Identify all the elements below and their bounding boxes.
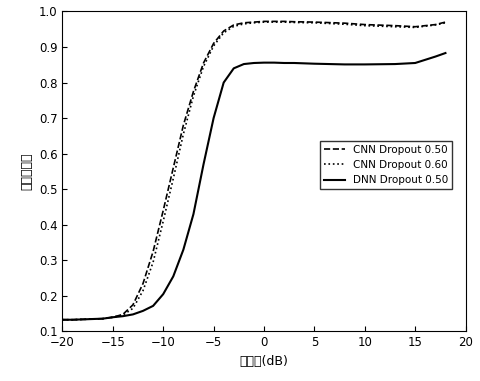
CNN Dropout 0.50 (130, 303, 136, 307)
CNN Dropout 0.60 (251, 21, 257, 25)
DNN Dropout 0.50 (180, 247, 186, 252)
CNN Dropout 0.50 (120, 312, 126, 317)
CNN Dropout 0.50 (100, 316, 106, 321)
CNN Dropout 0.50 (271, 19, 277, 24)
CNN Dropout 0.50 (180, 123, 186, 128)
DNN Dropout 0.50 (291, 61, 297, 65)
Line: DNN Dropout 0.50: DNN Dropout 0.50 (62, 53, 445, 320)
DNN Dropout 0.50 (170, 274, 176, 279)
DNN Dropout 0.50 (70, 317, 75, 322)
CNN Dropout 0.50 (281, 19, 287, 24)
DNN Dropout 0.50 (130, 312, 136, 317)
CNN Dropout 0.60 (140, 288, 146, 293)
DNN Dropout 0.50 (432, 54, 438, 59)
DNN Dropout 0.50 (211, 116, 216, 120)
CNN Dropout 0.60 (60, 317, 65, 322)
CNN Dropout 0.50 (70, 317, 75, 322)
CNN Dropout 0.60 (201, 64, 206, 69)
DNN Dropout 0.50 (160, 292, 166, 296)
CNN Dropout 0.50 (261, 19, 267, 24)
CNN Dropout 0.60 (90, 317, 96, 321)
CNN Dropout 0.50 (251, 20, 257, 24)
DNN Dropout 0.50 (251, 61, 257, 65)
CNN Dropout 0.60 (412, 25, 418, 30)
CNN Dropout 0.50 (291, 19, 297, 24)
DNN Dropout 0.50 (80, 317, 85, 322)
DNN Dropout 0.50 (362, 62, 368, 67)
DNN Dropout 0.50 (281, 61, 287, 65)
DNN Dropout 0.50 (191, 212, 196, 216)
CNN Dropout 0.50 (191, 89, 196, 94)
CNN Dropout 0.60 (291, 20, 297, 25)
CNN Dropout 0.60 (261, 20, 267, 24)
CNN Dropout 0.60 (221, 30, 227, 35)
Y-axis label: 检测准确率: 检测准确率 (20, 153, 33, 190)
CNN Dropout 0.60 (443, 21, 448, 25)
CNN Dropout 0.60 (191, 94, 196, 98)
CNN Dropout 0.50 (110, 315, 116, 320)
CNN Dropout 0.50 (432, 22, 438, 27)
CNN Dropout 0.50 (211, 41, 216, 46)
CNN Dropout 0.60 (160, 219, 166, 224)
Legend: CNN Dropout 0.50, CNN Dropout 0.60, DNN Dropout 0.50: CNN Dropout 0.50, CNN Dropout 0.60, DNN … (320, 141, 452, 189)
CNN Dropout 0.60 (432, 22, 438, 27)
CNN Dropout 0.60 (80, 317, 85, 322)
DNN Dropout 0.50 (60, 317, 65, 322)
Line: CNN Dropout 0.50: CNN Dropout 0.50 (62, 21, 445, 320)
DNN Dropout 0.50 (312, 61, 317, 66)
CNN Dropout 0.60 (231, 24, 237, 29)
CNN Dropout 0.60 (180, 132, 186, 136)
CNN Dropout 0.50 (221, 29, 227, 33)
CNN Dropout 0.50 (241, 21, 247, 25)
DNN Dropout 0.50 (140, 309, 146, 313)
DNN Dropout 0.50 (110, 315, 116, 320)
CNN Dropout 0.50 (412, 24, 418, 29)
CNN Dropout 0.60 (342, 22, 348, 27)
CNN Dropout 0.50 (362, 22, 368, 27)
CNN Dropout 0.60 (281, 20, 287, 24)
CNN Dropout 0.60 (170, 176, 176, 181)
DNN Dropout 0.50 (342, 62, 348, 67)
CNN Dropout 0.60 (120, 313, 126, 317)
DNN Dropout 0.50 (120, 314, 126, 319)
CNN Dropout 0.50 (342, 21, 348, 26)
X-axis label: 信噪比(dB): 信噪比(dB) (240, 355, 288, 368)
CNN Dropout 0.50 (140, 281, 146, 286)
CNN Dropout 0.60 (271, 20, 277, 24)
CNN Dropout 0.50 (231, 22, 237, 27)
DNN Dropout 0.50 (261, 60, 267, 65)
CNN Dropout 0.50 (150, 249, 156, 254)
CNN Dropout 0.50 (170, 166, 176, 170)
DNN Dropout 0.50 (221, 80, 227, 85)
DNN Dropout 0.50 (201, 162, 206, 166)
Line: CNN Dropout 0.60: CNN Dropout 0.60 (62, 22, 445, 320)
CNN Dropout 0.60 (100, 316, 106, 321)
CNN Dropout 0.50 (80, 317, 85, 322)
CNN Dropout 0.50 (312, 20, 317, 24)
CNN Dropout 0.50 (392, 23, 398, 28)
CNN Dropout 0.60 (70, 317, 75, 322)
CNN Dropout 0.60 (312, 21, 317, 25)
CNN Dropout 0.60 (211, 44, 216, 48)
DNN Dropout 0.50 (90, 317, 96, 321)
CNN Dropout 0.50 (60, 317, 65, 322)
DNN Dropout 0.50 (241, 62, 247, 66)
DNN Dropout 0.50 (392, 62, 398, 66)
CNN Dropout 0.60 (362, 23, 368, 28)
DNN Dropout 0.50 (271, 60, 277, 65)
DNN Dropout 0.50 (231, 66, 237, 70)
CNN Dropout 0.50 (443, 20, 448, 24)
CNN Dropout 0.50 (201, 61, 206, 65)
CNN Dropout 0.60 (130, 306, 136, 311)
DNN Dropout 0.50 (412, 61, 418, 65)
DNN Dropout 0.50 (100, 316, 106, 321)
CNN Dropout 0.60 (241, 22, 247, 26)
CNN Dropout 0.60 (110, 315, 116, 320)
CNN Dropout 0.50 (160, 208, 166, 213)
DNN Dropout 0.50 (443, 51, 448, 55)
CNN Dropout 0.60 (392, 24, 398, 29)
CNN Dropout 0.50 (90, 317, 96, 321)
DNN Dropout 0.50 (150, 304, 156, 308)
CNN Dropout 0.60 (150, 260, 156, 264)
